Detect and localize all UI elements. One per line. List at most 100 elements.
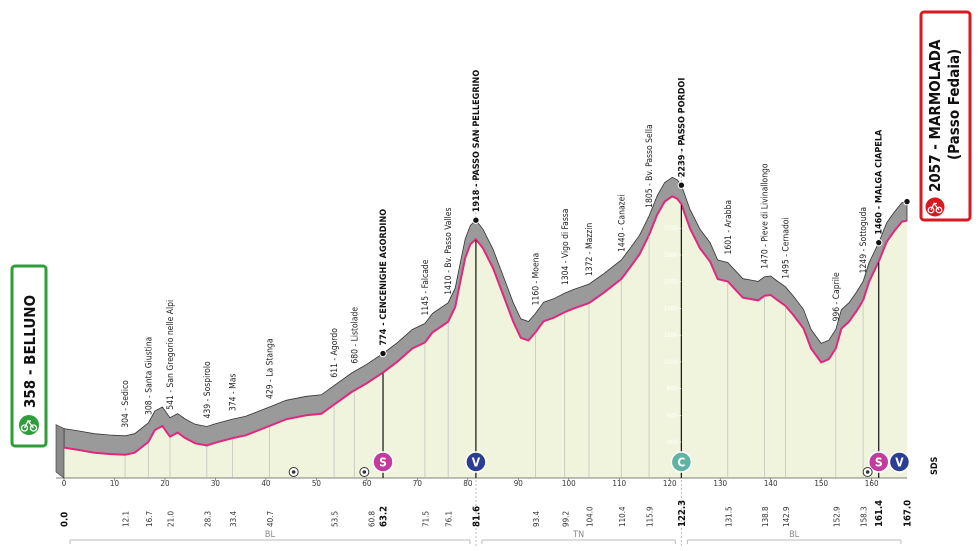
km-labels: 0.0 12.1 16.7 21.0 28.3 33.4 40.7 53.5 60.8 63.2 7…	[60, 500, 914, 527]
x-tick-label: 50	[312, 479, 322, 488]
finish-box: 2057 - MARMOLADA (Passo Fedaia)	[919, 10, 972, 222]
marker-cima-coppi	[670, 451, 693, 473]
x-tick-label: 40	[261, 479, 271, 488]
start-bike-icon	[19, 415, 39, 435]
y-tick-label: 1400	[664, 305, 678, 312]
y-tick-label: 1600	[664, 279, 678, 286]
waypoint-label: 1460 - MALGA CIAPELA	[875, 129, 885, 235]
km-label: 71.5	[421, 511, 430, 527]
x-tick-label: 90	[514, 479, 524, 488]
waypoint-label: 1495 - Cernadoi	[781, 217, 791, 278]
waypoint-label: 680 - Listolade	[350, 307, 360, 364]
y-tick-label: 2000	[664, 225, 678, 232]
waypoint-label: 2239 - PASSO PORDOI	[677, 78, 687, 178]
km-label: 93.4	[532, 511, 541, 527]
km-label: 63.2	[379, 506, 390, 527]
km-label: 81.6	[471, 506, 482, 527]
km-label: 60.8	[367, 511, 376, 527]
summit-dot	[472, 216, 480, 224]
waypoint-label: 1601 - Arabba	[724, 200, 734, 255]
marker-letter: S	[875, 456, 883, 470]
marker-summit	[465, 451, 487, 473]
finish-bike-icon	[925, 197, 945, 217]
waypoint-label: 1304 - Vigo di Fassa	[561, 209, 571, 286]
x-tick-label: 80	[463, 479, 473, 488]
waypoint-droplines	[124, 181, 911, 478]
marker-letter: V	[472, 456, 481, 470]
km-label: 152.9	[832, 506, 841, 527]
x-tick-label: 60	[362, 479, 372, 488]
waypoint-label: 1249 - Sottoguda	[859, 207, 869, 274]
waypoint-labels: 304 - Sedico 308 - Santa Giustina 541 - Sa…	[121, 70, 885, 428]
km-label: 16.7	[145, 511, 154, 527]
marker-letter: S	[379, 456, 387, 470]
region-label: TN	[572, 530, 584, 540]
profile-left-side	[55, 424, 65, 479]
waypoint-label: 439 - Sospirolo	[203, 361, 213, 418]
waypoint-label: 304 - Sedico	[121, 380, 131, 428]
x-tick-label: 70	[413, 479, 423, 488]
waypoint-label: 1918 - PASSO SAN PELLEGRINO	[472, 70, 482, 213]
y-tick-label: 400	[667, 439, 678, 446]
waypoint-label: 1145 - Falcade	[421, 259, 431, 315]
x-tick-label: 0	[62, 479, 67, 488]
x-tick-label: 10	[110, 479, 120, 488]
km-label: 138.8	[761, 506, 770, 527]
km-label: 142.9	[782, 506, 791, 527]
waypoint-label: 1470 - Pieve di Livinallongo	[761, 163, 771, 269]
waypoint-label: 611 - Agordo	[330, 328, 340, 378]
region-labels: BL TN BL	[69, 530, 902, 544]
marker-summit	[888, 451, 911, 473]
km-label: 99.2	[561, 511, 570, 527]
profile-face	[64, 196, 907, 479]
x-tick-label: 110	[612, 479, 626, 488]
waypoint-label: 774 - CENCENIGHE AGORDINO	[379, 209, 389, 346]
km-label: 21.0	[167, 511, 176, 527]
y-tick-label: 1000	[664, 359, 678, 366]
finish-label: 2057 - MARMOLADA	[926, 39, 944, 192]
waypoint-label: 1805 - Bv. Passo Sella	[645, 124, 655, 208]
x-tick-label: 160	[865, 479, 879, 488]
y-tick-label: 800	[667, 386, 678, 393]
small-marker-dot	[865, 470, 870, 474]
km-label: 76.1	[445, 511, 454, 527]
km-label: 158.3	[860, 506, 869, 527]
summit-dot	[677, 181, 686, 189]
km-label: 12.1	[122, 511, 131, 527]
finish-sublabel: (Passo Fedaia)	[945, 49, 963, 160]
region-label: BL	[265, 530, 276, 540]
y-axis-ticks: 400 600 800 1000 1200 1400 1600 1800 2000	[664, 225, 682, 446]
marker-sprint	[372, 451, 394, 473]
km-label: 28.3	[203, 511, 212, 527]
km-label: 122.3	[677, 500, 688, 527]
y-tick-label: 600	[667, 412, 678, 419]
x-tick-label: 120	[663, 479, 677, 488]
km-label: 110.4	[618, 506, 627, 527]
marker-letter: V	[895, 456, 904, 470]
waypoint-label: 429 - La Stanga	[265, 338, 275, 399]
waypoint-label: 1410 - Bv. Passo Valles	[444, 208, 454, 295]
km-label: 33.4	[229, 511, 238, 527]
km-label: 115.9	[646, 506, 655, 527]
profile-line	[63, 195, 908, 456]
waypoint-label: 541 - San Gregorio nelle Alpi	[166, 300, 176, 410]
start-box: 358 - BELLUNO	[10, 264, 48, 448]
x-tick-label: 30	[211, 479, 221, 488]
marker-letter: C	[677, 456, 685, 470]
waypoint-label: 1440 - Canazei	[617, 195, 627, 252]
x-tick-label: 140	[764, 479, 778, 488]
km-label: 53.5	[331, 511, 340, 527]
km-label: 0.0	[60, 512, 71, 527]
x-tick-label: 20	[160, 479, 170, 488]
y-tick-label: 1200	[664, 332, 678, 339]
profile-area	[55, 176, 908, 479]
km-label: 40.7	[266, 511, 275, 527]
small-marker-dot	[362, 470, 367, 474]
finish-dot	[903, 197, 911, 206]
waypoint-label: 1372 - Mazzin	[585, 223, 595, 277]
waypoint-label: 996 - Caprile	[832, 272, 842, 321]
km-label: 167.0	[903, 500, 914, 527]
